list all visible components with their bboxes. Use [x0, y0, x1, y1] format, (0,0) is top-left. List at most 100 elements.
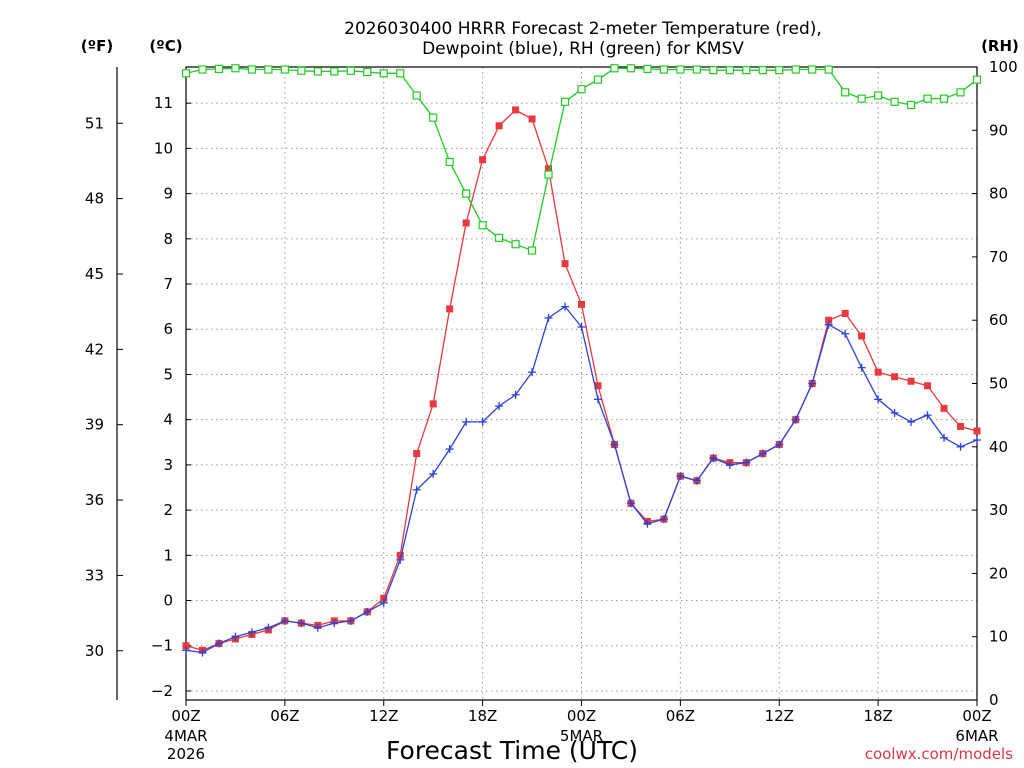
dewpoint-point — [412, 485, 421, 494]
dewpoint-point — [330, 619, 339, 628]
rh-point — [478, 221, 487, 230]
rh-tick-label: 100 — [989, 58, 1018, 76]
dewpoint-point — [808, 379, 817, 388]
chart-title-line-2: Dewpoint (blue), RH (green) for KMSV — [422, 39, 744, 59]
fahrenheit-tick-label: 51 — [85, 114, 104, 132]
temperature-point — [594, 382, 602, 390]
dewpoint-point — [907, 417, 916, 426]
temperature-point — [528, 115, 536, 123]
rh-point — [396, 69, 405, 78]
fahrenheit-tick-label: 36 — [85, 491, 104, 509]
rh-point — [626, 64, 636, 73]
rh-tick-label: 10 — [989, 628, 1008, 646]
rh-tick-label: 20 — [989, 564, 1008, 582]
temperature-point — [545, 165, 553, 173]
celsius-tick-label: 2 — [163, 501, 173, 519]
x-tick-label: 00Z — [171, 707, 200, 725]
rh-point — [939, 94, 949, 103]
celsius-tick-label: 0 — [163, 592, 173, 610]
temperature-point — [578, 300, 585, 308]
rh-point — [181, 69, 191, 78]
rh-point — [808, 65, 817, 74]
dewpoint-point — [363, 607, 372, 616]
dewpoint-point — [626, 499, 635, 508]
rh-point — [824, 65, 833, 74]
dewpoint-point — [775, 440, 784, 449]
temperature-point — [858, 332, 866, 340]
dewpoint-point — [462, 417, 471, 426]
temperature-point — [940, 404, 948, 412]
rh-point — [462, 189, 471, 198]
dewpoint-point — [313, 623, 322, 632]
temperature-point — [825, 316, 833, 324]
dewpoint-point — [841, 329, 850, 338]
rh-point — [643, 64, 652, 73]
x-tick-label: 06Z — [666, 707, 695, 725]
rh-tick-label: 80 — [989, 185, 1008, 203]
temperature-point — [182, 642, 190, 650]
fahrenheit-tick-label: 48 — [85, 190, 104, 208]
rh-point — [577, 85, 586, 94]
dewpoint-point — [692, 476, 701, 485]
series-group — [181, 64, 982, 657]
temperature-point — [924, 382, 932, 390]
rh-point — [593, 75, 603, 84]
temperature-point — [891, 373, 899, 381]
rh-point — [330, 67, 339, 76]
temperature-point — [380, 594, 388, 602]
rh-point — [659, 65, 668, 74]
rh-point — [247, 65, 257, 74]
rh-point — [527, 246, 537, 255]
rh-point — [544, 170, 553, 179]
rh-point — [214, 64, 224, 73]
dewpoint-point — [956, 442, 965, 451]
dewpoint-point — [758, 449, 767, 458]
celsius-tick-label: 1 — [163, 546, 173, 564]
rh-point — [841, 88, 850, 97]
celsius-tick-label: 8 — [163, 230, 173, 248]
rh-point — [280, 65, 289, 74]
temperature-point — [957, 422, 965, 430]
x-tick-date-label: 6MAR — [955, 727, 998, 745]
dewpoint-point — [445, 445, 454, 454]
grid-lines — [185, 67, 978, 700]
dewpoint-point — [478, 417, 487, 426]
celsius-tick-label: 6 — [163, 320, 173, 338]
fahrenheit-tick-label: 42 — [85, 340, 104, 358]
celsius-unit-label: (ºC) — [149, 37, 182, 55]
rh-tick-label: 50 — [989, 375, 1008, 393]
dewpoint-point — [577, 322, 586, 331]
rh-unit-label: (RH) — [981, 37, 1019, 55]
rh-point — [231, 64, 240, 73]
rh-point — [874, 91, 883, 100]
dewpoint-point — [511, 390, 520, 399]
x-tick-date-label: 4MAR — [164, 727, 207, 745]
rh-point — [495, 233, 504, 243]
rh-tick-label: 70 — [989, 248, 1008, 266]
celsius-tick-label: −2 — [151, 682, 173, 700]
temperature-point — [973, 427, 981, 435]
dewpoint-point — [280, 616, 289, 625]
rh-point — [560, 97, 570, 106]
temperature-point — [462, 219, 470, 227]
dewpoint-point — [676, 472, 685, 481]
dewpoint-point — [495, 402, 504, 411]
rh-tick-label: 60 — [989, 311, 1008, 329]
rh-point — [610, 64, 619, 73]
credit-label: coolwx.com/models — [865, 745, 1013, 763]
rh-point — [297, 66, 306, 75]
x-tick-date-label: 5MAR — [560, 727, 603, 745]
celsius-tick-label: 3 — [163, 456, 173, 474]
rh-tick-label: 0 — [989, 691, 999, 709]
rh-point — [758, 66, 767, 75]
dewpoint-point — [659, 515, 668, 524]
celsius-tick-label: 5 — [163, 365, 173, 383]
dewpoint-point — [247, 628, 256, 637]
rh-point — [742, 66, 751, 75]
temperature-point — [413, 450, 421, 458]
rh-tick-label: 40 — [989, 438, 1008, 456]
dewpoint-point — [346, 616, 355, 625]
dewpoint-point — [429, 469, 438, 478]
dewpoint-point — [264, 623, 273, 632]
